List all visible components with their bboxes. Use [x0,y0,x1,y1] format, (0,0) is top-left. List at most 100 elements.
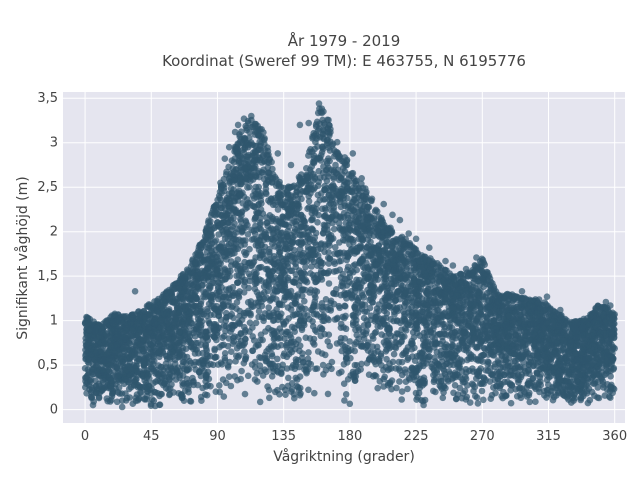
data-point [487,395,495,403]
data-point [543,386,551,394]
data-point [208,244,215,251]
data-point [351,261,359,268]
data-point [244,372,252,380]
data-point [215,295,222,303]
data-point [322,296,330,303]
data-point [320,371,327,378]
data-point [371,349,378,357]
data-point [377,352,385,360]
data-point [305,231,313,239]
data-point [517,391,524,399]
data-point [597,334,604,342]
data-point [432,358,439,365]
data-point [391,333,399,341]
data-point [330,225,338,233]
data-point [346,400,354,408]
data-point [291,225,299,233]
data-point [492,389,499,397]
data-point [223,256,230,263]
data-point [478,387,486,395]
data-point [401,298,409,306]
data-point [317,259,325,266]
data-point [335,251,343,259]
data-point [118,403,126,411]
data-point [233,272,240,280]
data-point [183,367,191,374]
data-point [426,347,433,354]
data-point [276,178,283,186]
data-point [404,385,411,393]
data-point [353,362,361,369]
data-point [225,324,233,332]
data-point [302,263,309,271]
data-point [257,140,265,148]
data-point [324,338,332,345]
data-point [421,396,429,404]
data-point [288,386,296,393]
data-point [370,215,378,222]
data-point [246,183,253,191]
data-point [331,316,339,323]
data-point [454,320,461,327]
data-point [311,298,319,305]
data-point [366,304,374,312]
data-point [218,361,226,368]
data-point [312,365,319,373]
data-point [202,328,209,336]
data-point [400,308,407,316]
data-point [290,391,298,398]
data-point [221,354,229,362]
data-point [342,391,350,398]
data-point [353,331,361,339]
data-point [212,388,220,396]
data-point [318,276,326,283]
data-point [264,287,272,295]
data-point [263,257,270,264]
data-point [271,173,279,181]
data-point [285,315,293,322]
data-point [256,362,264,369]
data-point [358,279,366,287]
data-point [305,349,312,356]
data-point [484,367,492,375]
data-point [460,304,468,311]
data-point [461,387,469,395]
data-point [245,270,253,278]
data-point [279,361,287,369]
data-point [202,383,210,390]
data-point [398,396,406,403]
data-points [81,100,618,411]
data-point [303,258,311,265]
data-point [253,378,261,385]
data-point [226,358,233,366]
data-point [227,239,235,247]
data-point [336,239,343,246]
data-point [215,231,222,238]
data-point [350,312,357,319]
data-point [446,325,453,332]
data-point [308,263,315,270]
data-point [308,216,315,224]
data-point [308,226,316,233]
data-point [234,256,242,263]
data-point [335,258,343,265]
data-point [536,373,544,381]
data-point [377,323,384,330]
data-point [506,368,514,375]
data-point [526,398,533,406]
data-point [430,387,437,395]
data-point [241,390,249,398]
data-point [230,338,238,345]
data-point [341,397,348,404]
data-point [217,185,225,192]
data-point [312,229,320,237]
data-point [456,384,464,392]
data-point [607,394,614,402]
data-point [106,398,114,405]
data-point [192,358,199,366]
data-point [364,236,372,243]
data-point [273,296,280,303]
data-point [291,299,299,307]
data-point [390,350,398,358]
